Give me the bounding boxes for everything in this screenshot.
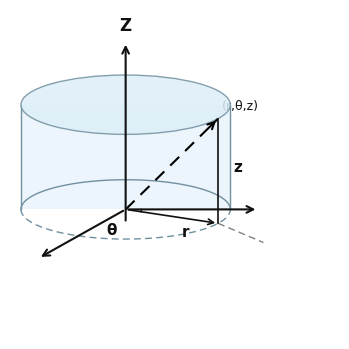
Text: (r,θ,z): (r,θ,z) [222, 101, 259, 113]
Text: θ: θ [106, 223, 117, 238]
Polygon shape [21, 105, 230, 209]
Text: Z: Z [120, 17, 132, 35]
Text: r: r [182, 225, 190, 240]
Text: z: z [234, 160, 243, 175]
Ellipse shape [21, 75, 230, 134]
